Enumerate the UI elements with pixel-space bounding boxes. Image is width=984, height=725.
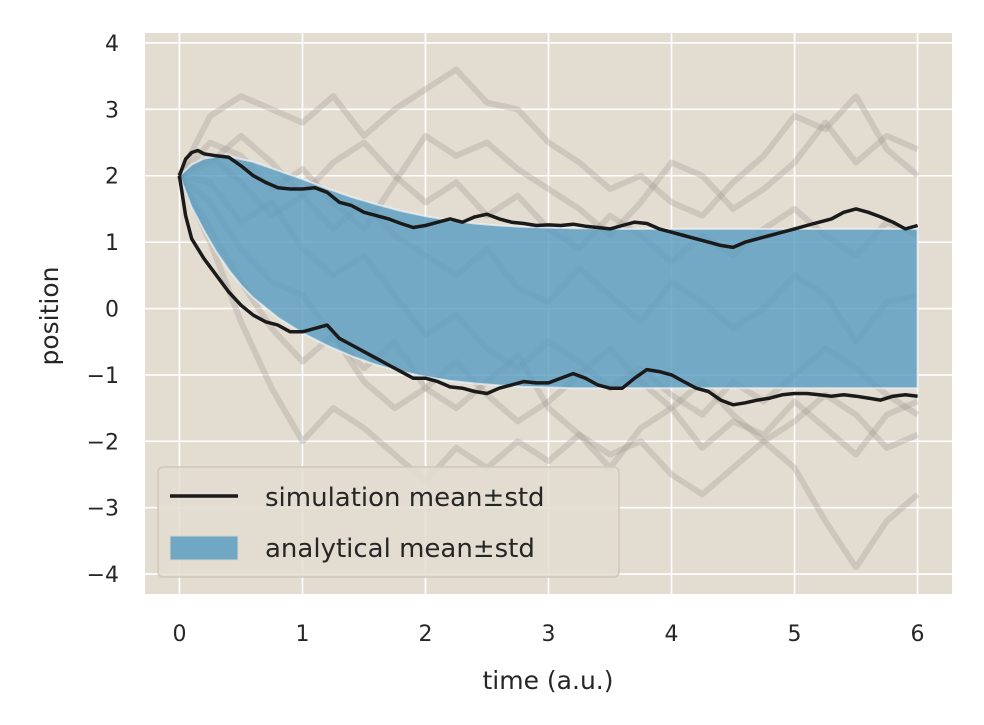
x-tick-labels: 0 1 2 3 4 5 6 xyxy=(172,622,924,647)
y-tick-label-6: −2 xyxy=(87,430,119,455)
x-tick-label-5: 5 xyxy=(788,622,802,647)
trajectory-line-7 xyxy=(176,174,919,451)
y-tick-labels: 4 3 2 1 0 −1 −2 −3 −4 xyxy=(87,32,119,588)
x-tick-label-1: 1 xyxy=(295,622,309,647)
y-axis-label: position xyxy=(35,266,64,365)
analytical-band-layer xyxy=(178,155,919,390)
y-tick-label-2: 2 xyxy=(105,165,119,190)
simulation-lower-line xyxy=(177,175,918,407)
y-tick-label-1: 3 xyxy=(105,98,119,123)
x-tick-label-4: 4 xyxy=(665,622,679,647)
x-axis-label: time (a.u.) xyxy=(483,666,614,695)
legend-analytical-label: analytical mean±std xyxy=(265,534,535,564)
x-tick-label-3: 3 xyxy=(542,622,556,647)
legend-box xyxy=(157,466,620,578)
y-tick-label-3: 1 xyxy=(105,231,119,256)
y-tick-label-7: −3 xyxy=(87,497,119,522)
y-tick-label-8: −4 xyxy=(87,563,119,588)
x-tick-label-0: 0 xyxy=(172,622,186,647)
x-tick-label-6: 6 xyxy=(911,622,925,647)
analytical-band xyxy=(178,155,919,390)
simulation-lines xyxy=(177,148,919,407)
y-tick-label-5: −1 xyxy=(87,364,119,389)
trajectory-line-1 xyxy=(176,174,920,571)
legend-simulation-label: simulation mean±std xyxy=(265,483,545,513)
y-tick-label-4: 0 xyxy=(105,298,119,323)
y-tick-label-0: 4 xyxy=(105,32,119,57)
trajectory-line-0 xyxy=(176,66,920,219)
trajectory-line-3 xyxy=(177,119,919,239)
legend-analytical-swatch xyxy=(169,535,239,561)
simulation-upper-line xyxy=(177,148,919,250)
legend: simulation mean±std analytical mean±std xyxy=(157,466,620,578)
x-tick-label-2: 2 xyxy=(418,622,432,647)
